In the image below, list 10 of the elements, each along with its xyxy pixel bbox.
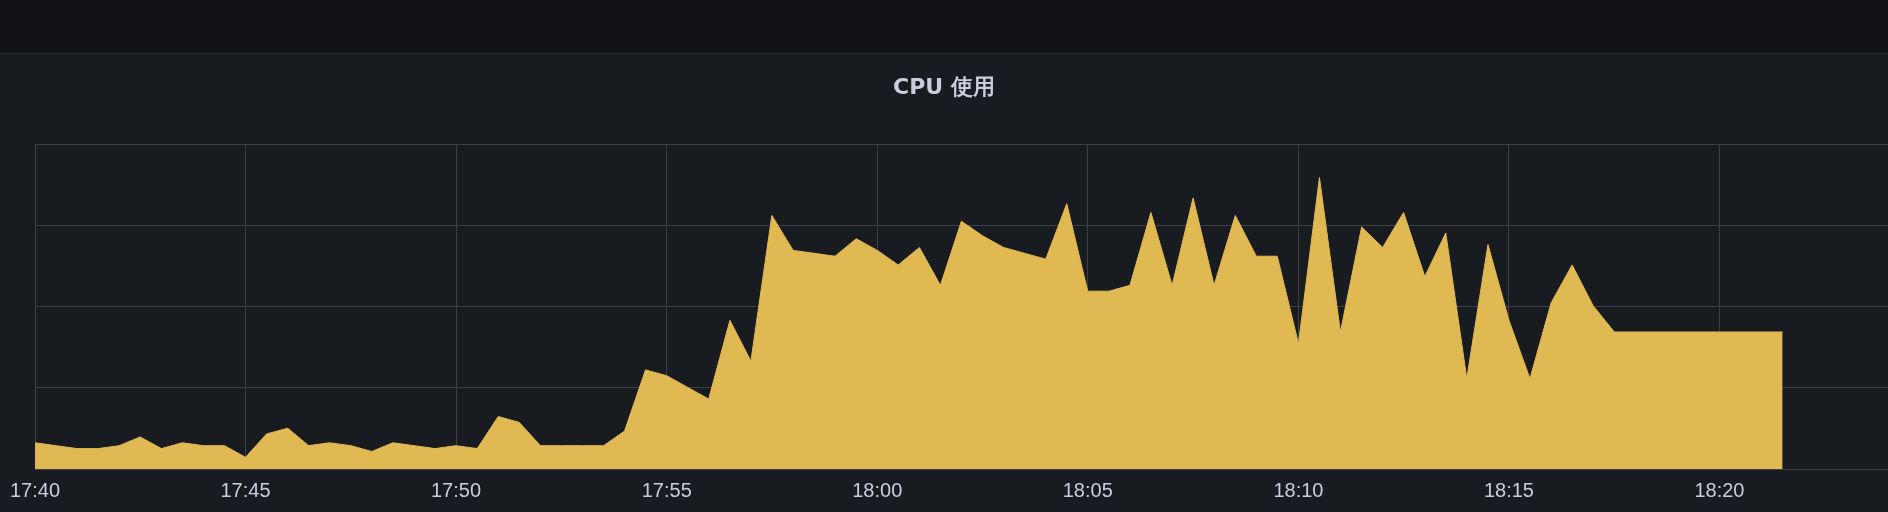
- x-tick-label: 18:20: [1694, 478, 1745, 501]
- x-tick-label: 18:10: [1273, 478, 1324, 501]
- x-tick-label: 18:15: [1483, 478, 1534, 501]
- x-tick-label: 17:50: [430, 478, 482, 501]
- x-tick-label: 18:05: [1062, 478, 1113, 501]
- x-tick-label: 17:55: [641, 478, 692, 501]
- chart-title: CPU 使用: [892, 73, 996, 101]
- x-tick-label: 17:45: [220, 478, 271, 501]
- x-tick-label: 18:00: [852, 478, 903, 501]
- x-tick-label: 17:40: [9, 478, 61, 501]
